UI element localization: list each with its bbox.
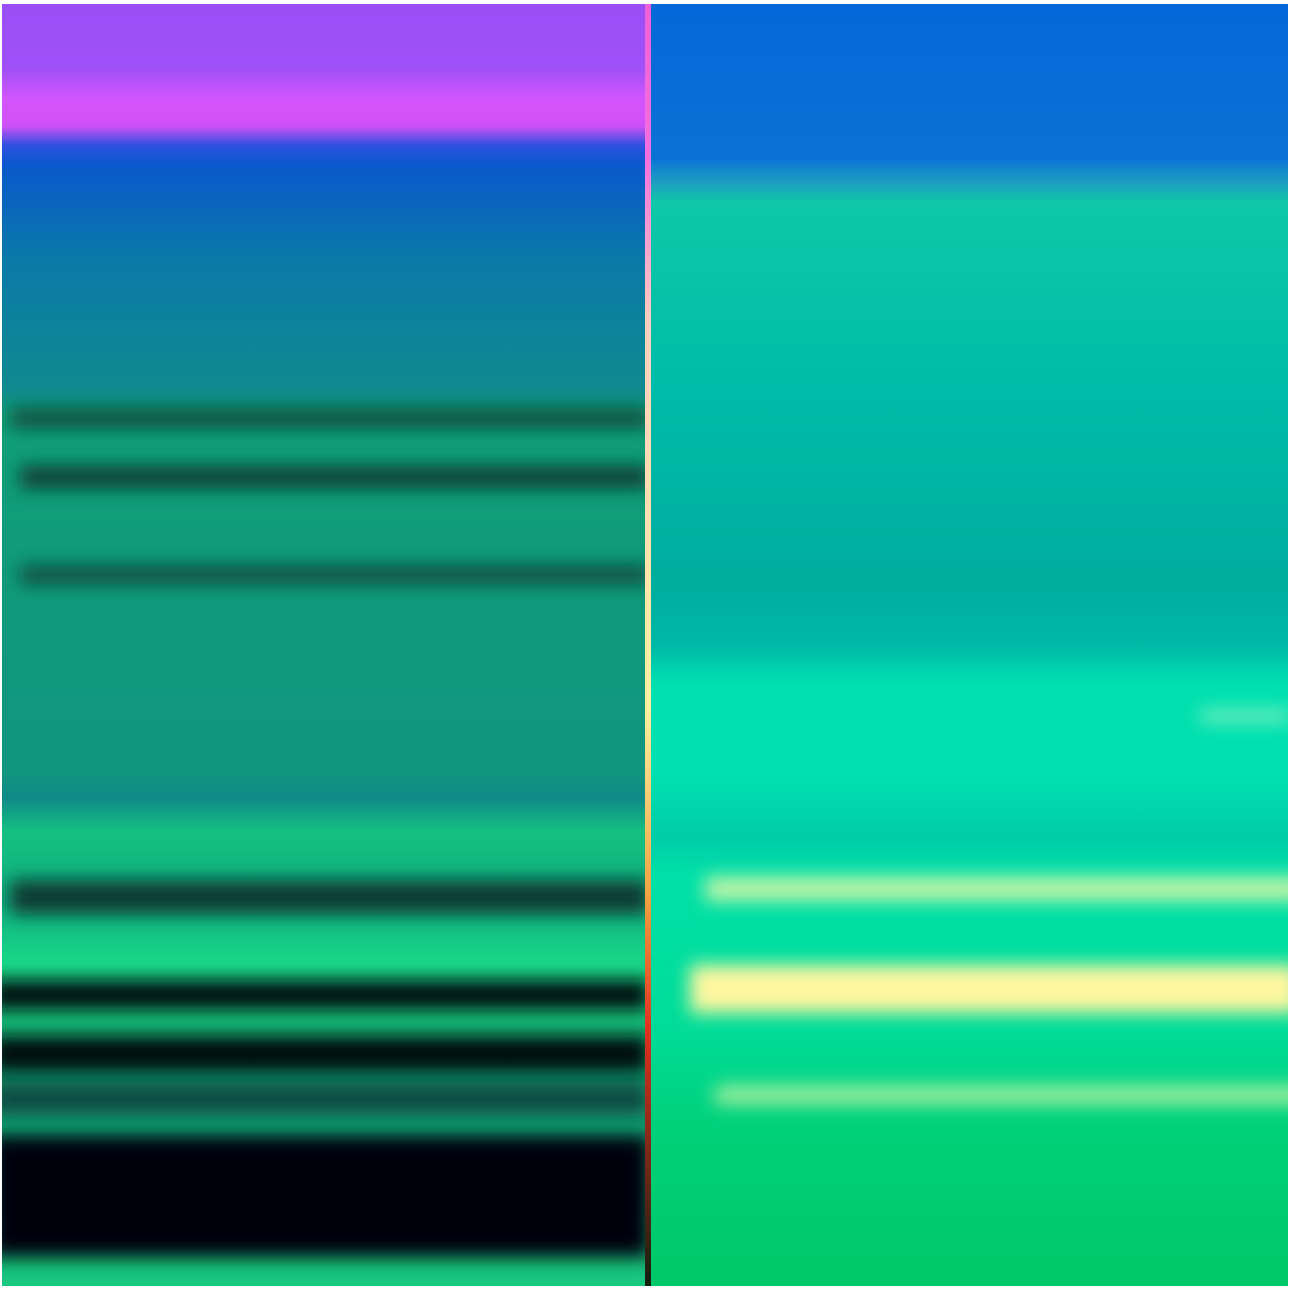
- stripe: [10, 880, 650, 914]
- stripe: [0, 1135, 650, 1257]
- right-panel: [650, 4, 1293, 1286]
- seam-line: [645, 4, 651, 1286]
- stripe: [715, 1086, 1293, 1104]
- stripe: [0, 980, 650, 1010]
- abstract-image: [0, 0, 1293, 1289]
- left-panel: [0, 4, 650, 1286]
- stripe: [705, 877, 1293, 901]
- stripe: [0, 1035, 650, 1073]
- stripe: [690, 965, 1293, 1013]
- stripe: [1200, 710, 1290, 722]
- stripe: [0, 1082, 650, 1116]
- stripe: [10, 408, 650, 428]
- stripe: [20, 566, 650, 584]
- stripe: [20, 466, 650, 488]
